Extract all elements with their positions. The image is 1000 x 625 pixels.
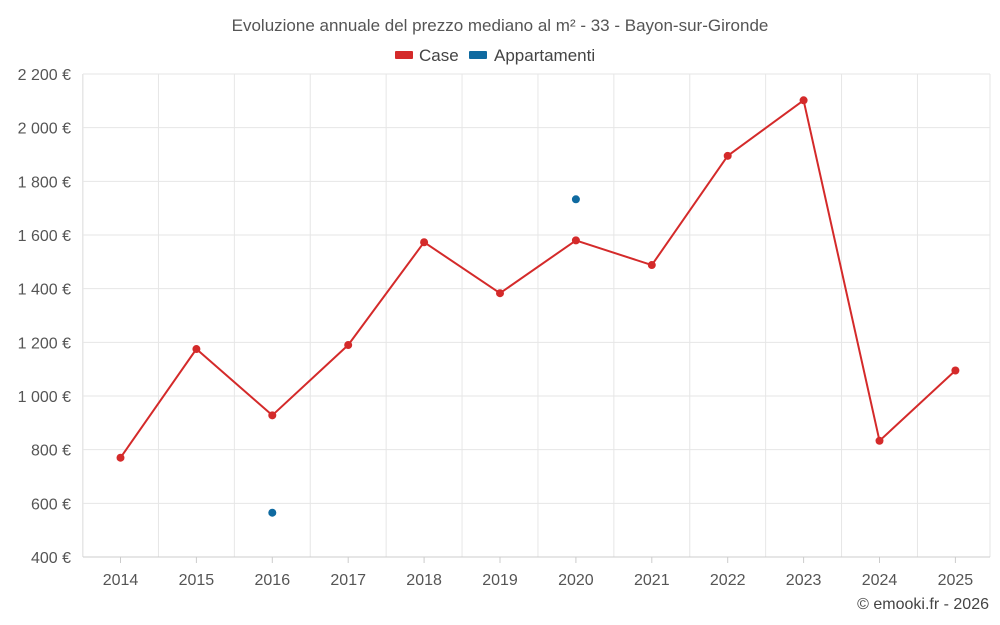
data-point-case-2017[interactable]: [344, 341, 353, 350]
data-point-case-2024[interactable]: [875, 436, 884, 445]
x-tick-label: 2021: [634, 572, 670, 589]
legend-swatch-case: [395, 51, 413, 59]
x-tick-label: 2015: [179, 572, 215, 589]
data-point-case-2021[interactable]: [647, 261, 656, 270]
y-tick-label: 400 €: [31, 550, 71, 567]
legend-item-case[interactable]: Case: [395, 46, 459, 65]
legend-label-case: Case: [419, 46, 459, 65]
x-tick-label: 2023: [786, 572, 822, 589]
y-tick-label: 1 200 €: [18, 335, 71, 352]
data-point-case-2025[interactable]: [951, 366, 960, 375]
data-point-appartamenti-2016[interactable]: [268, 508, 277, 517]
x-tick-label: 2025: [938, 572, 974, 589]
x-tick-label: 2022: [710, 572, 746, 589]
data-point-appartamenti-2020[interactable]: [571, 195, 580, 204]
x-tick-label: 2019: [482, 572, 518, 589]
plot-area: [116, 96, 960, 517]
data-point-case-2022[interactable]: [723, 151, 732, 160]
y-tick-label: 1 000 €: [18, 389, 71, 406]
y-tick-label: 2 200 €: [18, 67, 71, 84]
legend-item-appartamenti[interactable]: Appartamenti: [469, 46, 595, 65]
y-tick-label: 2 000 €: [18, 121, 71, 138]
grid: [82, 73, 991, 558]
credit-text: © emooki.fr - 2026: [857, 596, 989, 613]
legend: Case Appartamenti: [395, 46, 595, 65]
legend-label-appartamenti: Appartamenti: [494, 46, 595, 65]
data-point-case-2023[interactable]: [799, 96, 808, 105]
x-tick-label: 2018: [406, 572, 442, 589]
y-tick-label: 1 400 €: [18, 282, 71, 299]
data-point-case-2015[interactable]: [192, 345, 201, 354]
data-point-case-2018[interactable]: [420, 238, 429, 247]
y-tick-label: 1 600 €: [18, 228, 71, 245]
data-point-case-2019[interactable]: [496, 289, 504, 298]
y-tick-label: 600 €: [31, 496, 71, 513]
legend-swatch-appartamenti: [469, 51, 487, 59]
x-tick-label: 2024: [862, 572, 898, 589]
series-line-case: [119, 99, 957, 459]
data-point-case-2014[interactable]: [116, 453, 125, 462]
y-axis-ticks: 400 € 600 € 800 € 1 000 € 1 200 € 1 400 € 1 60…: [18, 67, 71, 567]
x-axis-ticks: 2014 2015 2016 2017 2018 2019 2020 2021 2022 2023…: [83, 556, 990, 589]
chart-title: Evoluzione annuale del prezzo mediano al…: [232, 16, 769, 35]
y-tick-label: 800 €: [31, 443, 71, 460]
data-point-case-2016[interactable]: [268, 411, 277, 420]
y-tick-label: 1 800 €: [18, 174, 71, 191]
x-tick-label: 2016: [255, 572, 291, 589]
x-tick-label: 2017: [330, 572, 366, 589]
x-tick-label: 2014: [103, 572, 139, 589]
x-tick-label: 2020: [558, 572, 594, 589]
data-point-case-2020[interactable]: [571, 236, 580, 245]
